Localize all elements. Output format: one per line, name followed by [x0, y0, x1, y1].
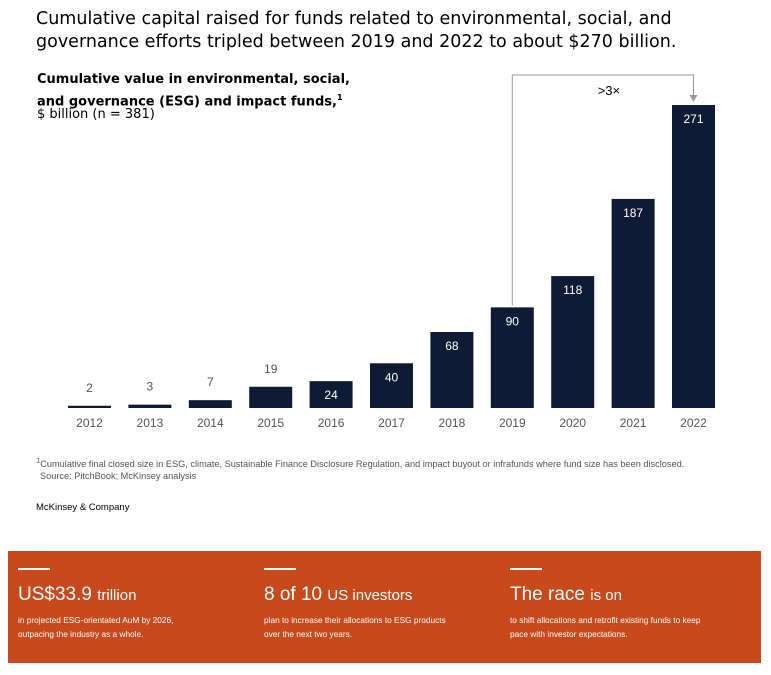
stat-divider — [510, 568, 542, 570]
stat-description-line2: over the next two years. — [264, 629, 353, 639]
data-label-2017: 40 — [385, 370, 399, 384]
data-label-2014: 7 — [207, 375, 214, 389]
growth-annotation-label: >3× — [598, 83, 620, 98]
data-label-2013: 3 — [147, 380, 154, 394]
stat-description-line1: to shift allocations and retrofit existi… — [510, 615, 701, 625]
data-label-2019: 90 — [506, 314, 520, 328]
footnote-text: Cumulative final closed size in ESG, cli… — [40, 459, 685, 470]
tick-label-2016: 2016 — [318, 416, 345, 430]
tick-label-2013: 2013 — [137, 416, 164, 430]
bar-2019 — [490, 307, 534, 408]
stat-value: The race — [510, 584, 585, 605]
chart-subtitle: Cumulative value in environmental, socia… — [37, 71, 367, 111]
chart-subtitle-line1: Cumulative value in environmental, socia… — [37, 72, 350, 87]
bar-2012 — [68, 405, 111, 408]
growth-bracket — [511, 74, 694, 306]
stat-headline: US$33.9 trillion — [18, 583, 136, 608]
stat-description-line1: plan to increase their allocations to ES… — [264, 615, 446, 625]
brand-logo-text: McKinsey & Company — [36, 502, 130, 513]
data-label-2021: 187 — [623, 206, 643, 220]
stat-unit: trillion — [97, 587, 137, 604]
stat-value: US$33.9 — [18, 584, 92, 605]
data-label-2016: 24 — [324, 388, 338, 402]
data-label-2022: 271 — [683, 112, 703, 126]
growth-arrowhead — [689, 95, 698, 102]
tick-label-2020: 2020 — [559, 416, 586, 430]
data-label-2018: 68 — [445, 339, 459, 353]
footnote-source: Source: PitchBook; McKinsey analysis — [40, 471, 197, 482]
stat-description-line2: outpacing the industry as a whole. — [18, 629, 144, 639]
footnote: 1Cumulative final closed size in ESG, cl… — [36, 455, 766, 482]
bar-2016 — [309, 381, 353, 408]
tick-label-2012: 2012 — [76, 416, 103, 430]
tick-label-2019: 2019 — [499, 416, 526, 430]
stat-divider — [264, 568, 296, 570]
stat-headline: 8 of 10 US investors — [264, 583, 412, 608]
data-label-2015: 19 — [264, 362, 278, 376]
bar-2020 — [551, 276, 595, 408]
stat-value: 8 of 10 — [264, 584, 323, 605]
tick-label-2021: 2021 — [620, 416, 647, 430]
chart-units: $ billion (n = 381) — [37, 107, 155, 122]
bar-2021 — [611, 198, 655, 408]
headline: Cumulative capital raised for funds rela… — [36, 9, 677, 52]
tick-label-2014: 2014 — [197, 416, 224, 430]
stat-description: to shift allocations and retrofit existi… — [510, 613, 750, 641]
stat-description: plan to increase their allocations to ES… — [264, 613, 504, 641]
stat-description: in projected ESG-orientated AuM by 2026,… — [18, 613, 258, 641]
stat-headline: The race is on — [510, 583, 622, 608]
bar-2018 — [430, 331, 474, 408]
stat-unit: US investors — [327, 587, 413, 604]
stat-description-line2: pace with investor expectations. — [510, 629, 628, 639]
tick-label-2022: 2022 — [680, 416, 707, 430]
chart-subtitle-footnote-marker: 1 — [336, 93, 343, 102]
data-label-2020: 118 — [563, 283, 582, 297]
chart-subtitle-line2: and governance (ESG) and impact funds, — [37, 94, 337, 110]
bar-2015 — [249, 386, 293, 408]
bar-2014 — [188, 400, 232, 408]
bar-chart: 2 2012 3 2013 7 2014 19 2015 24 2016 40 2017 68 2018 9… — [68, 74, 715, 430]
stat-divider — [18, 568, 50, 570]
promo-banner: US$33.9 trillion in projected ESG-orient… — [8, 551, 761, 663]
bar-2017 — [370, 363, 413, 408]
data-label-2012: 2 — [86, 381, 93, 395]
footnote-marker: 1 — [36, 456, 41, 465]
bar-2013 — [128, 404, 172, 408]
tick-label-2017: 2017 — [378, 416, 405, 430]
stat-unit: is on — [590, 587, 622, 604]
bar-2022 — [672, 105, 715, 408]
tick-label-2018: 2018 — [439, 416, 466, 430]
tick-label-2015: 2015 — [257, 416, 284, 430]
stat-description-line1: in projected ESG-orientated AuM by 2026, — [18, 615, 174, 625]
